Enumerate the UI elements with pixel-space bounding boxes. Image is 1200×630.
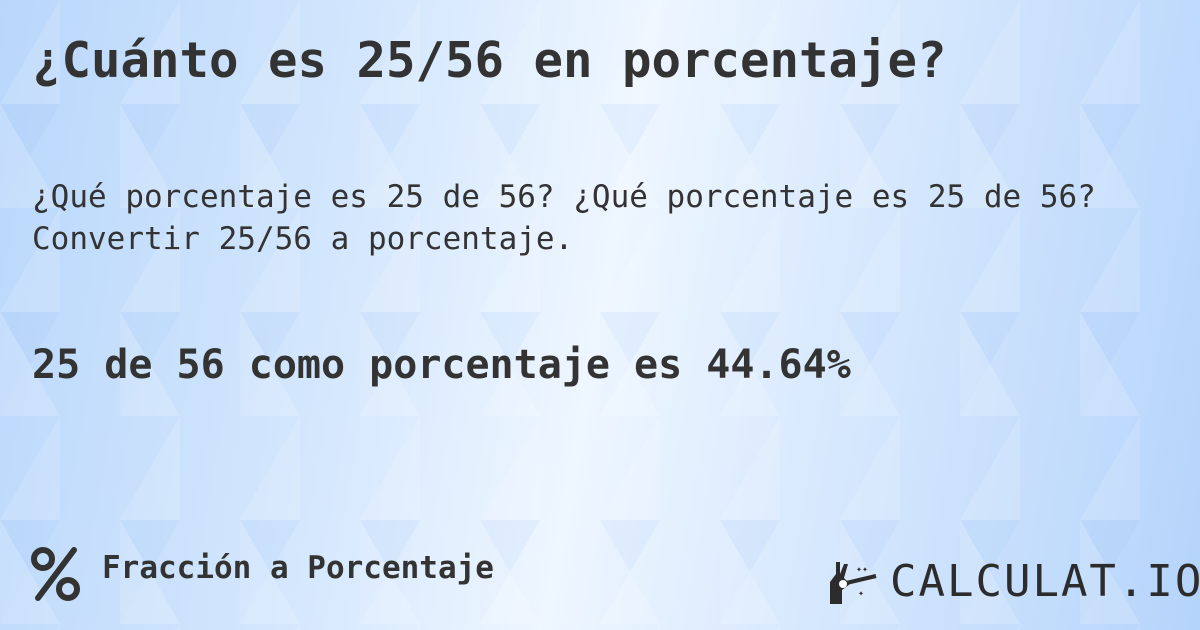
result-text: 25 de 56 como porcentaje es 44.64% [32, 342, 851, 388]
logo-text: CALCULAT.IO [890, 556, 1200, 607]
magic-hand-icon: ✦✦ ✦ [830, 561, 877, 604]
page-title: ¿Cuánto es 25/56 en porcentaje? [32, 32, 947, 89]
category-label: Fracción a Porcentaje [102, 550, 494, 586]
percent-icon [31, 547, 80, 601]
subtitle: ¿Qué porcentaje es 25 de 56? ¿Qué porcen… [32, 179, 1096, 257]
calculat-logo[interactable]: ✦✦ ✦ CALCULAT.IO [828, 556, 1200, 607]
svg-text:✦: ✦ [858, 588, 864, 599]
svg-text:✦✦: ✦✦ [856, 564, 868, 575]
